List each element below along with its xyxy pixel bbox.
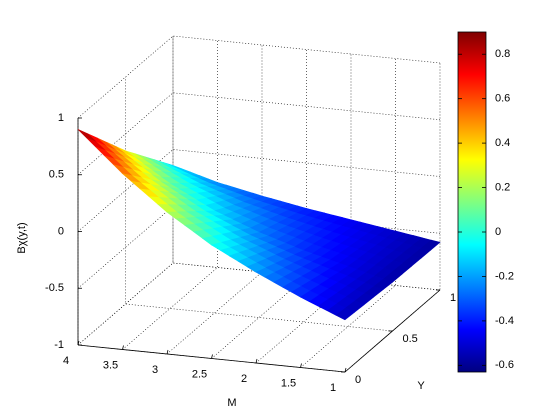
grid-line — [122, 40, 218, 350]
colorbar-tick-label: -0.4 — [495, 315, 514, 327]
colorbar-tick-label: 0.6 — [495, 93, 510, 105]
x-tick — [77, 340, 80, 346]
x-tick-label: 1 — [330, 382, 336, 394]
z-tick-label: -0.5 — [45, 282, 64, 294]
grid-line — [255, 54, 352, 364]
x-tick-label: 1.5 — [281, 377, 296, 389]
z-tick-label: 0 — [58, 225, 64, 237]
surface-patch — [77, 129, 97, 143]
x-tick-label: 3 — [152, 364, 158, 376]
x-tick — [255, 358, 258, 364]
colorbar-tick-label: 0.4 — [495, 137, 510, 149]
colorbar-tick-label: -0.6 — [495, 359, 514, 371]
y-tick-label: 1 — [450, 292, 456, 304]
x-tick — [344, 367, 347, 373]
z-tick-label: -1 — [54, 339, 64, 351]
grid-line — [211, 49, 307, 359]
surface — [77, 129, 441, 321]
x-tick-label: 4 — [63, 355, 69, 367]
x-tick-label: 2.5 — [192, 368, 207, 380]
x-tick — [300, 363, 302, 368]
surface-patch — [335, 307, 356, 321]
y-tick-label: 0.5 — [403, 333, 418, 345]
colorbar — [457, 31, 487, 373]
y-tick-label: 0 — [355, 374, 361, 386]
grid-line — [300, 58, 396, 368]
z-tick-label: 0.5 — [49, 169, 64, 181]
grid-line — [344, 63, 441, 373]
x-tick — [166, 349, 169, 355]
colorbar-tick-label: 0.8 — [495, 48, 510, 60]
grid-line — [77, 35, 441, 119]
z-axis-label: Bχ(y,t) — [16, 222, 28, 253]
x-tick — [211, 354, 213, 359]
y-axis-label: Y — [417, 380, 425, 392]
x-tick — [122, 345, 124, 350]
colorbar-tick-label: -0.2 — [495, 270, 514, 282]
grid-line — [166, 45, 263, 355]
x-tick-label: 2 — [241, 373, 247, 385]
x-tick-label: 3.5 — [103, 359, 118, 371]
z-tick-label: 1 — [58, 112, 64, 124]
grid-line — [77, 36, 174, 346]
colorbar-tick-label: 0 — [495, 226, 501, 238]
colorbar-tick-label: 0.2 — [495, 181, 510, 193]
x-axis-label: M — [227, 397, 236, 409]
